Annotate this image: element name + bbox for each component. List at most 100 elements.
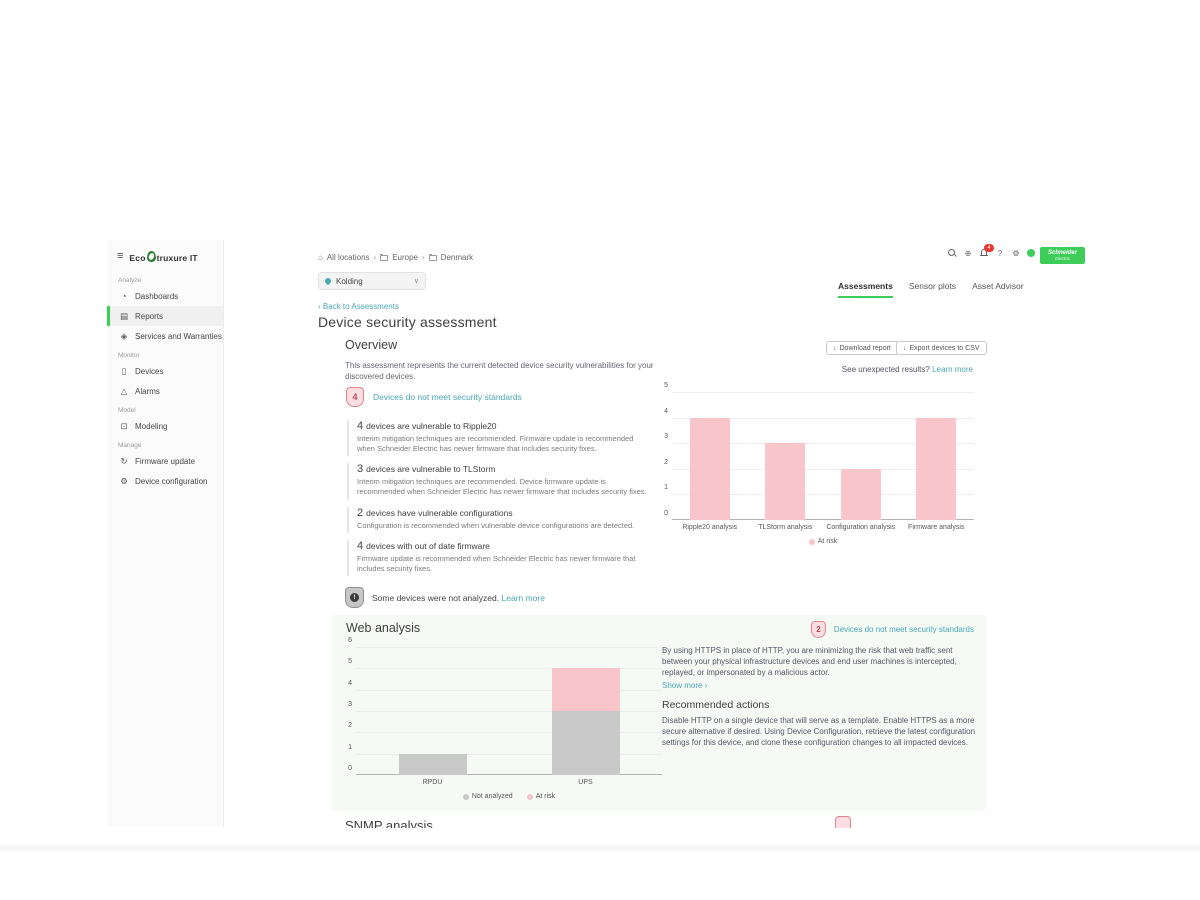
notification-count-badge: 4 — [984, 244, 994, 252]
bar-segment — [840, 468, 881, 520]
finding-configurations: 2 devices have vulnerable configurations … — [347, 506, 651, 533]
not-analyzed-row: ! Some devices were not analyzed. Learn … — [345, 587, 545, 608]
back-to-assessments-link[interactable]: ‹ Back to Assessments — [318, 302, 399, 311]
risk-badge-label[interactable]: Devices do not meet security standards — [373, 392, 522, 402]
unexpected-results-note: See unexpected results? Learn more — [841, 365, 973, 374]
y-tick-label: 3 — [348, 701, 352, 708]
sidebar-item-reports[interactable]: ▤ Reports — [107, 306, 223, 326]
risk-badge-label[interactable]: Devices do not meet security standards — [833, 625, 974, 634]
sidebar-section-model: Model — [118, 407, 136, 414]
y-tick-label: 1 — [664, 484, 668, 492]
bar — [840, 468, 881, 520]
bar-segment — [551, 711, 620, 775]
finding-title: 2 devices have vulnerable configurations — [357, 506, 513, 519]
search-icon[interactable] — [947, 248, 957, 258]
sidebar-item-modeling[interactable]: ⊡ Modeling — [107, 416, 223, 436]
bar — [551, 668, 620, 775]
unexpected-learn-more-link[interactable]: Learn more — [932, 365, 973, 374]
logo-text: Eco truxure IT — [129, 251, 198, 263]
tab-assessments[interactable]: Assessments — [838, 281, 893, 298]
reports-icon: ▤ — [119, 310, 129, 321]
tab-sensor-plots[interactable]: Sensor plots — [908, 281, 957, 291]
x-tick-label: RPDU — [422, 779, 443, 786]
finding-tlstorm: 3 devices are vulnerable to TLStorm Inter… — [347, 463, 651, 500]
chart-column — [509, 647, 662, 775]
ecostruxure-app-window: ≡ Eco truxure IT Analyze ◔ Dashboards ▤ R… — [107, 240, 1085, 828]
chart-column — [823, 392, 899, 520]
breadcrumb-denmark[interactable]: Denmark — [440, 253, 474, 262]
finding-title: 3 devices are vulnerable to TLStorm — [357, 463, 496, 476]
sidebar-item-label: Services and Warranties — [135, 331, 222, 341]
y-tick-label: 0 — [664, 510, 668, 517]
x-tick-label: Firmware analysis — [908, 524, 965, 531]
sidebar-item-services-warranties[interactable]: ◈ Services and Warranties — [107, 326, 223, 346]
show-more-link[interactable]: Show more › — [662, 680, 708, 690]
sidebar-item-device-configuration[interactable]: ⚙ Device configuration — [107, 471, 223, 491]
location-selector[interactable]: Kolding ∨ — [318, 272, 426, 290]
gridline — [356, 711, 662, 712]
firmware-update-icon: ↻ — [120, 455, 128, 466]
web-analysis-panel: Web analysis 2 Devices do not meet secur… — [332, 615, 986, 811]
snmp-analysis-heading: SNMP analysis — [345, 818, 433, 828]
breadcrumb-all-locations[interactable]: All locations — [326, 253, 370, 262]
legend-dot-icon — [526, 793, 533, 800]
not-analyzed-text: Some devices were not analyzed. Learn mo… — [372, 592, 545, 603]
findings-list: 4 devices are vulnerable to Ripple20 Inte… — [347, 420, 651, 583]
gridline — [672, 443, 974, 445]
globe-icon[interactable]: ⊕ — [964, 248, 972, 258]
x-tick-label: Ripple20 analysis — [682, 524, 738, 531]
download-icon: ↓ — [903, 344, 907, 352]
not-analyzed-shield-icon: ! — [345, 587, 364, 608]
sidebar-item-firmware-update[interactable]: ↻ Firmware update — [107, 451, 223, 471]
breadcrumb-separator: › — [373, 253, 377, 262]
sidebar-section-manage: Manage — [118, 442, 142, 449]
hamburger-menu-icon[interactable]: ≡ — [117, 250, 124, 262]
x-tick-label: TLStorm analysis — [758, 524, 813, 531]
snmp-risk-shield-icon — [835, 816, 851, 828]
gridline — [356, 647, 662, 648]
folder-icon — [428, 253, 437, 261]
export-devices-csv-button[interactable]: ↓ Export devices to CSV — [896, 341, 987, 355]
brand-line1: Schneider — [1047, 250, 1077, 256]
brand-line2: Electric — [1055, 256, 1070, 261]
legend-dot-icon — [808, 538, 815, 545]
legend-dot-icon — [462, 793, 469, 800]
web-analysis-badge-row: 2 Devices do not meet security standards — [810, 621, 974, 638]
chart-column — [356, 647, 509, 775]
legend-item: At risk — [526, 793, 555, 800]
finding-ripple20: 4 devices are vulnerable to Ripple20 Inte… — [347, 420, 651, 457]
schneider-electric-logo[interactable]: Schneider Electric — [1040, 247, 1085, 264]
page-title: Device security assessment — [318, 314, 497, 330]
bar — [916, 417, 957, 520]
sidebar-item-devices[interactable]: ▯ Devices — [107, 361, 223, 381]
location-pin-icon — [323, 276, 333, 286]
gridline — [672, 494, 974, 496]
risk-shield-icon: 2 — [810, 621, 826, 638]
overview-risk-chart: 0 1 2 3 4 5 Ripple20 analysis TLStorm analysis C… — [658, 382, 974, 545]
bar-segment — [551, 668, 620, 711]
tab-asset-advisor[interactable]: Asset Advisor — [972, 281, 1024, 291]
all-locations-icon: ⌂ — [318, 253, 323, 262]
help-icon[interactable]: ? — [997, 248, 1003, 258]
y-tick-label: 1 — [348, 743, 352, 751]
not-analyzed-learn-more-link[interactable]: Learn more — [501, 592, 545, 603]
breadcrumb-europe[interactable]: Europe — [392, 253, 418, 262]
sidebar-item-label: Device configuration — [135, 476, 208, 486]
sidebar-item-label: Reports — [135, 311, 164, 321]
download-report-button[interactable]: ↓ Download report — [826, 341, 898, 355]
sidebar-item-dashboards[interactable]: ◔ Dashboards — [107, 286, 223, 306]
finding-title: 4 devices with out of date firmware — [357, 539, 490, 552]
chart-column — [748, 392, 824, 520]
notifications-bell-icon[interactable]: 4 — [979, 244, 994, 258]
y-tick-label: 4 — [664, 407, 668, 415]
bar — [398, 753, 467, 775]
gear-icon[interactable]: ⚙ — [1012, 248, 1020, 258]
tab-bar: Assessments Sensor plots Asset Advisor — [838, 281, 1024, 298]
breadcrumb-separator: › — [422, 253, 425, 262]
sidebar-item-alarms[interactable]: △ Alarms — [107, 381, 223, 401]
finding-title: 4 devices are vulnerable to Ripple20 — [357, 420, 497, 432]
y-tick-label: 5 — [348, 658, 352, 666]
breadcrumb: ⌂ All locations › Europe › Denmark — [318, 253, 473, 262]
web-analysis-description: By using HTTPS in place of HTTP, you are… — [662, 646, 957, 678]
sidebar: ≡ Eco truxure IT Analyze ◔ Dashboards ▤ R… — [107, 240, 224, 826]
